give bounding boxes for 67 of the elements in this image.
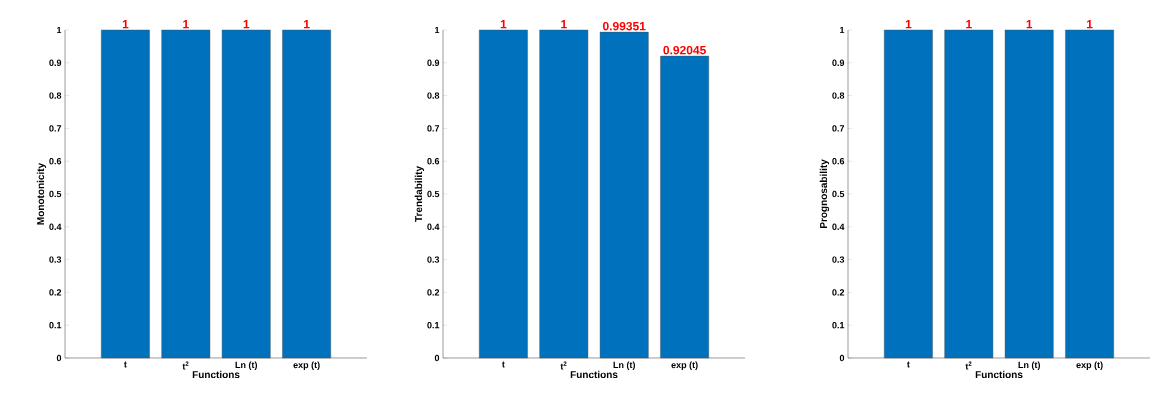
y-tick-label: 0.5 bbox=[49, 190, 62, 198]
x-tick-label: exp (t) bbox=[1076, 361, 1103, 370]
y-tick-label: 0.3 bbox=[49, 256, 62, 263]
y-tick-label: 0.1 bbox=[49, 322, 62, 329]
y-tick-label: 0.5 bbox=[427, 190, 440, 198]
y-tick-label: 0.7 bbox=[832, 125, 845, 132]
x-tick-label: t bbox=[502, 361, 505, 368]
bar bbox=[599, 31, 649, 359]
bar bbox=[660, 55, 709, 359]
bar bbox=[539, 29, 589, 359]
x-tick-label: Ln (t) bbox=[1018, 361, 1040, 370]
y-tick-label: 0.2 bbox=[832, 289, 845, 296]
data-label: 1 bbox=[304, 20, 310, 29]
y-axis-title: Monotonicity bbox=[36, 162, 47, 225]
data-label: 1 bbox=[1026, 20, 1033, 29]
x-axis-title: Functions bbox=[570, 370, 618, 379]
y-tick-label: 0.4 bbox=[49, 223, 62, 230]
y-tick-label: 0.1 bbox=[427, 322, 440, 329]
x-tick-label: t bbox=[907, 361, 910, 368]
data-label: 0.92045 bbox=[663, 45, 706, 55]
y-tick-label: 0 bbox=[839, 354, 845, 362]
y-tick-label: 1 bbox=[57, 26, 62, 34]
x-axis-title: Functions bbox=[192, 370, 240, 379]
y-tick-label: 0.6 bbox=[49, 158, 62, 165]
y-tick-label: 0.8 bbox=[832, 92, 845, 99]
data-label: 0.99351 bbox=[602, 21, 646, 31]
data-label: 1 bbox=[183, 20, 189, 29]
x-axis-title: Functions bbox=[975, 370, 1023, 379]
y-tick-label: 0.2 bbox=[427, 289, 440, 296]
data-label: 1 bbox=[243, 20, 250, 29]
x-tick-label: Ln (t) bbox=[235, 361, 258, 370]
y-tick-label: 0.9 bbox=[49, 59, 62, 66]
data-label: 1 bbox=[966, 20, 972, 29]
y-axis-title: Trendability bbox=[414, 165, 425, 222]
x-tick-label: Ln (t) bbox=[613, 361, 635, 370]
data-label: 1 bbox=[500, 20, 507, 29]
y-tick-label: 0.6 bbox=[427, 158, 440, 165]
x-tick-label: t$^{2}$ bbox=[965, 361, 972, 370]
y-tick-label: 0.7 bbox=[427, 125, 440, 132]
y-tick-label: 0.5 bbox=[832, 190, 845, 198]
x-tick-label: exp (t) bbox=[671, 361, 698, 370]
data-label: 1 bbox=[122, 20, 129, 29]
y-tick-label: 0.8 bbox=[427, 92, 440, 99]
data-label: 1 bbox=[905, 20, 912, 29]
y-tick-label: 0.2 bbox=[49, 289, 62, 296]
data-label: 1 bbox=[1087, 20, 1093, 29]
x-tick-label: exp (t) bbox=[293, 361, 320, 370]
y-tick-label: 0 bbox=[56, 354, 62, 362]
y-tick-label: 0.7 bbox=[49, 125, 62, 132]
y-tick-label: 0.4 bbox=[832, 223, 845, 230]
y-tick-label: 0.6 bbox=[832, 158, 845, 165]
y-tick-label: 0.8 bbox=[49, 92, 62, 99]
y-tick-label: 0.4 bbox=[427, 223, 440, 230]
y-tick-label: 0.3 bbox=[832, 256, 845, 263]
y-tick-label: 0.9 bbox=[832, 59, 845, 66]
y-tick-label: 1 bbox=[840, 26, 845, 34]
y-tick-label: 1 bbox=[435, 26, 440, 34]
x-tick-label: t bbox=[124, 361, 127, 368]
y-tick-label: 0.1 bbox=[832, 322, 845, 329]
x-tick-label: t$^{2}$ bbox=[560, 361, 567, 370]
bar bbox=[479, 29, 528, 359]
y-tick-label: 0.9 bbox=[427, 59, 440, 66]
y-axis-title: Prognosability bbox=[819, 159, 830, 229]
y-tick-label: 0.3 bbox=[427, 256, 440, 263]
y-tick-label: 0 bbox=[434, 354, 440, 362]
x-tick-label: t$^{2}$ bbox=[182, 361, 189, 370]
data-label: 1 bbox=[561, 20, 567, 29]
